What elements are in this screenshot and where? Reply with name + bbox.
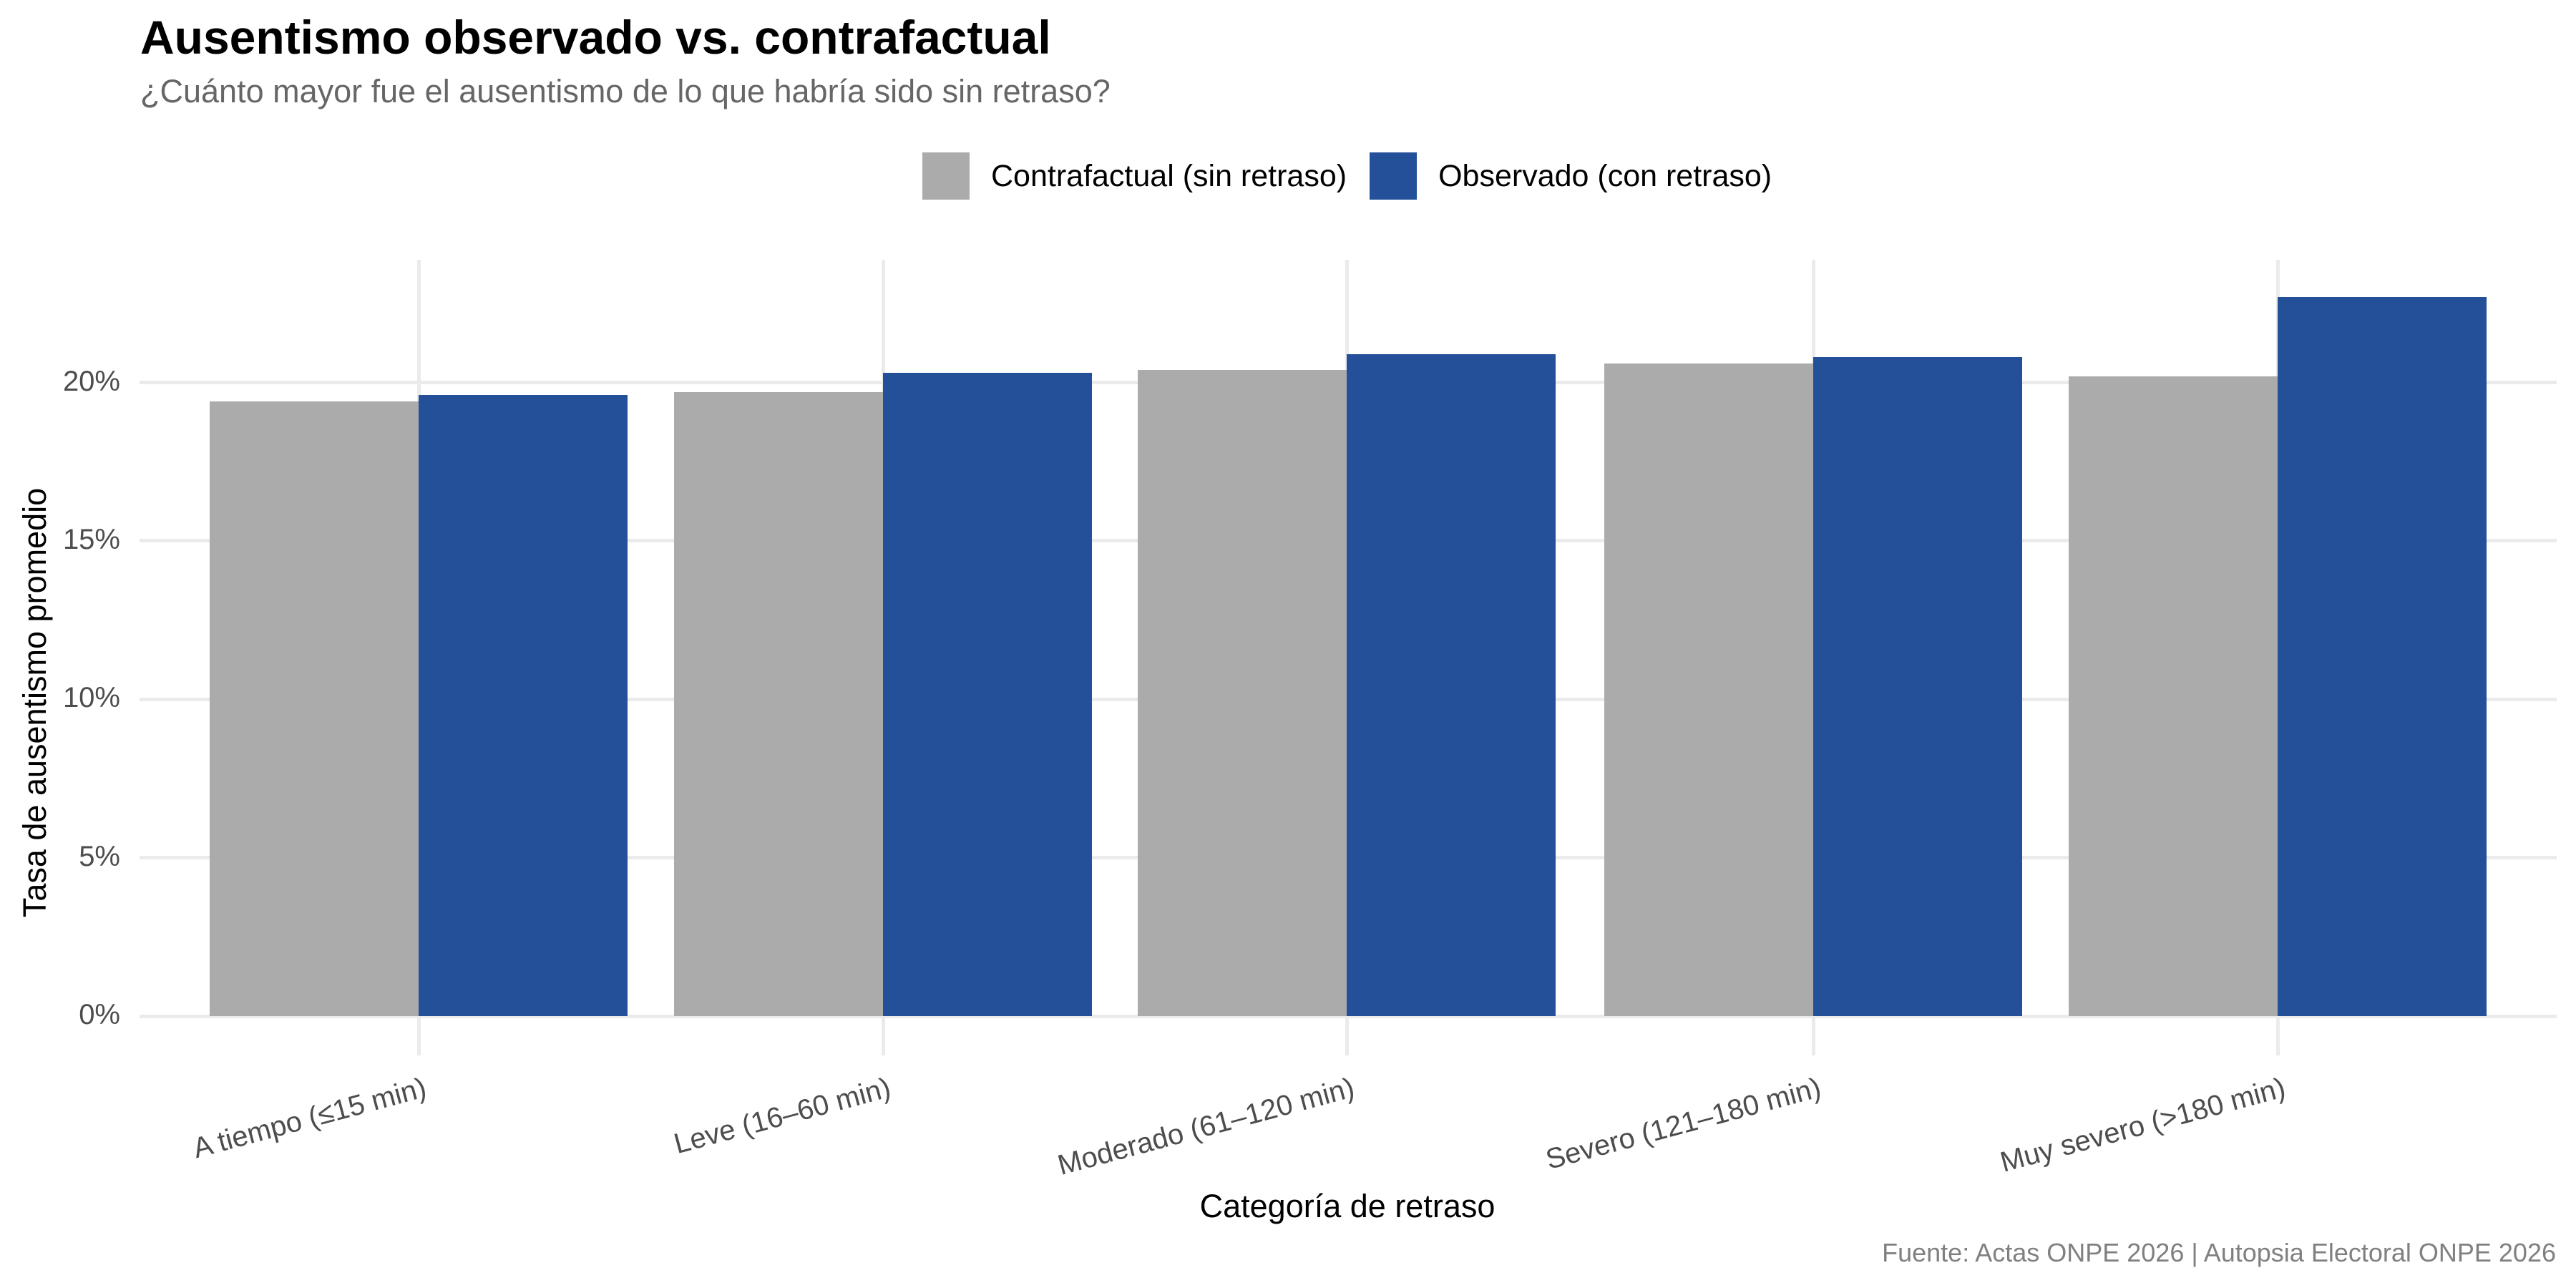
- bar-observado: [1813, 357, 2022, 1017]
- legend-item-contrafactual: Contrafactual (sin retraso): [922, 152, 1347, 200]
- chart-title: Ausentismo observado vs. contrafactual: [140, 11, 1051, 64]
- y-tick-label: 15%: [62, 523, 120, 555]
- bar-observado: [2278, 296, 2487, 1017]
- x-axis-title: Categoría de retraso: [1199, 1188, 1496, 1224]
- bar-contrafactual: [210, 401, 419, 1017]
- legend-swatch-observado: [1370, 152, 1418, 200]
- chart-caption: Fuente: Actas ONPE 2026 | Autopsia Elect…: [1882, 1238, 2556, 1267]
- x-tick-label: A tiempo (≤15 min): [190, 1072, 430, 1165]
- legend-label-observado: Observado (con retraso): [1438, 158, 1772, 193]
- bar-contrafactual: [674, 391, 883, 1017]
- y-tick-label: 20%: [62, 365, 120, 397]
- x-tick-label: Severo (121–180 min): [1542, 1072, 1825, 1176]
- plot-panel: [140, 260, 2557, 1055]
- y-tick-label: 5%: [79, 840, 120, 872]
- bar-observado: [419, 395, 628, 1017]
- legend-label-contrafactual: Contrafactual (sin retraso): [991, 158, 1347, 193]
- x-tick-label: Leve (16–60 min): [670, 1072, 894, 1161]
- x-tick-label: Muy severo (>180 min): [1996, 1072, 2289, 1179]
- legend-item-observado: Observado (con retraso): [1370, 152, 1772, 200]
- y-tick-label: 0%: [79, 999, 120, 1031]
- bar-contrafactual: [2069, 376, 2278, 1017]
- legend-swatch-contrafactual: [922, 152, 970, 200]
- legend: Contrafactual (sin retraso) Observado (c…: [922, 152, 1795, 200]
- bar-observado: [1347, 353, 1556, 1017]
- chart-subtitle: ¿Cuánto mayor fue el ausentismo de lo qu…: [140, 73, 1111, 109]
- bar-contrafactual: [1138, 369, 1347, 1017]
- y-axis-title: Tasa de ausentismo promedio: [16, 487, 53, 918]
- y-tick-label: 10%: [62, 682, 120, 714]
- x-tick-label: Moderado (61–120 min): [1054, 1072, 1358, 1181]
- bar-observado: [883, 373, 1092, 1017]
- bar-contrafactual: [1604, 363, 1813, 1017]
